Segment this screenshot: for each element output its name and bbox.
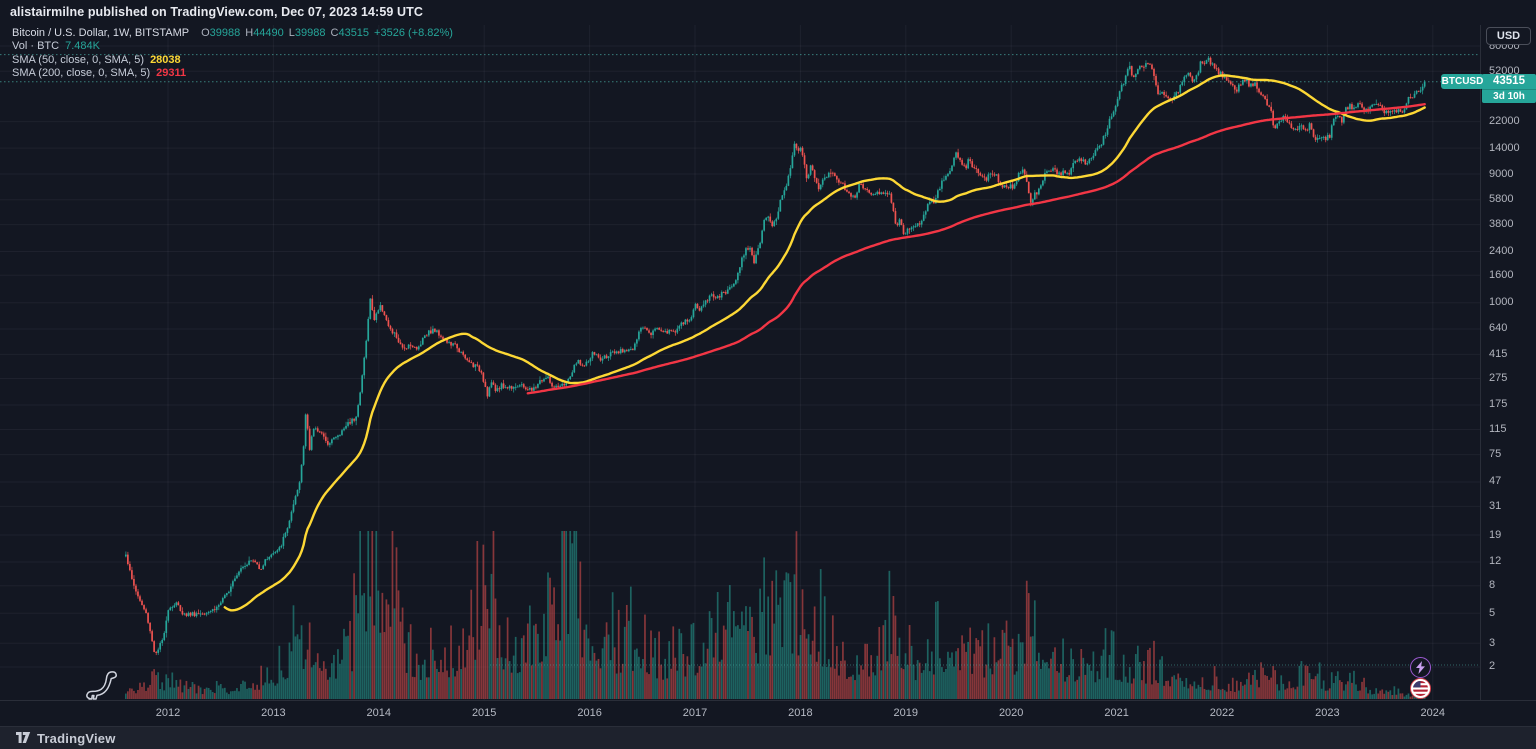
price-tick-label: 22000 xyxy=(1489,115,1520,128)
legend-symbol-row[interactable]: Bitcoin / U.S. Dollar, 1W, BITSTAMP O3998… xyxy=(12,27,453,40)
chart-legend: Bitcoin / U.S. Dollar, 1W, BITSTAMP O3998… xyxy=(12,27,453,81)
price-tick-label: 2400 xyxy=(1489,245,1514,257)
legend-sma50-row[interactable]: SMA (50, close, 0, SMA, 5) 28038 xyxy=(12,54,453,67)
ohlc-key: L xyxy=(288,27,295,39)
year-tick-label: 2013 xyxy=(261,707,286,719)
ohlc-values: O39988 H44490 L39988 C43515 xyxy=(196,27,369,39)
sma50-label: SMA (50, close, 0, SMA, 5) xyxy=(12,53,145,66)
year-tick-label: 2020 xyxy=(998,707,1024,719)
sma200-label: SMA (200, close, 0, SMA, 5) xyxy=(12,67,151,80)
brand-name[interactable]: TradingView xyxy=(37,730,116,746)
price-tick-label: 5 xyxy=(1489,606,1496,619)
symbol-title: Bitcoin / U.S. Dollar, 1W, BITSTAMP xyxy=(12,27,190,39)
last-price-tag: 43515 3d 10h xyxy=(1482,74,1536,104)
ohlc-key: H xyxy=(245,27,254,39)
ohlc-value: 43515 xyxy=(338,27,370,39)
year-tick-label: 2014 xyxy=(366,707,392,719)
price-axis[interactable]: 80000 52000 22000 14000 9000 5800 3800 2400 1600… xyxy=(1480,25,1536,700)
volume-label: Vol · BTC xyxy=(12,40,60,53)
last-price-value: 43515 xyxy=(1493,75,1525,88)
tradingview-logo-icon[interactable] xyxy=(16,732,31,744)
us-flag-event-marker-icon[interactable] xyxy=(1410,678,1431,699)
price-tick-label: 2 xyxy=(1489,660,1496,673)
volume-value: 7.484K xyxy=(65,40,100,53)
price-tick-label: 175 xyxy=(1489,398,1508,411)
year-tick-label: 2021 xyxy=(1104,707,1129,719)
price-tick-label: 3 xyxy=(1489,636,1496,649)
ohlc-value: 39988 xyxy=(209,27,241,39)
price-tick-label: 52000 xyxy=(1489,64,1520,77)
bar-countdown: 3d 10h xyxy=(1482,89,1536,103)
year-tick-label: 2023 xyxy=(1315,707,1340,719)
year-tick-label: 2015 xyxy=(471,707,497,719)
ohlc-value: 44490 xyxy=(253,27,284,39)
price-tick-label: 31 xyxy=(1489,499,1502,512)
year-tick-label: 2016 xyxy=(577,707,602,719)
dino-drawing[interactable] xyxy=(82,668,120,706)
price-tick-label: 1600 xyxy=(1489,268,1514,281)
time-axis[interactable]: 2012 2013 2014 2015 2016 2017 2018 2019 2020 2021… xyxy=(0,700,1536,727)
symbol-price-label: BTCUSD xyxy=(1441,74,1484,90)
price-tick-label: 5800 xyxy=(1489,193,1514,206)
legend-volume-row[interactable]: Vol · BTC 7.484K xyxy=(12,40,453,53)
footer-bar: TradingView xyxy=(0,726,1536,749)
legend-sma200-row[interactable]: SMA (200, close, 0, SMA, 5) 29311 xyxy=(12,67,453,80)
price-tick-label: 275 xyxy=(1489,371,1508,384)
price-tick-label: 640 xyxy=(1489,322,1508,335)
price-tick-label: 8 xyxy=(1489,579,1496,592)
ohlc-key: O xyxy=(201,27,210,39)
price-tick-label: 415 xyxy=(1489,347,1508,360)
price-tick-label: 3800 xyxy=(1489,218,1514,231)
lightning-idea-marker-icon[interactable] xyxy=(1410,657,1431,678)
price-tick-label: 115 xyxy=(1489,423,1507,436)
price-tick-label: 47 xyxy=(1489,475,1502,488)
year-tick-label: 2018 xyxy=(788,707,813,719)
ohlc-value: 39988 xyxy=(294,27,326,39)
year-tick-label: 2024 xyxy=(1420,707,1446,719)
ohlc-key: C xyxy=(330,27,339,39)
price-tick-label: 1000 xyxy=(1489,296,1514,309)
year-tick-label: 2022 xyxy=(1209,707,1235,719)
year-tick-label: 2012 xyxy=(155,707,181,719)
attribution-text: alistairmilne published on TradingView.c… xyxy=(10,5,423,19)
change-value: +3526 (+8.82%) xyxy=(374,27,453,39)
year-tick-label: 2017 xyxy=(682,707,708,719)
currency-usd-button[interactable]: USD xyxy=(1486,27,1531,45)
year-tick-label: 2019 xyxy=(893,707,919,719)
price-tick-label: 9000 xyxy=(1489,167,1514,180)
price-tick-label: 75 xyxy=(1489,448,1502,461)
sma50-value: 28038 xyxy=(150,53,181,66)
sma200-value: 29311 xyxy=(156,67,187,80)
price-tick-label: 14000 xyxy=(1489,141,1520,154)
price-tick-label: 12 xyxy=(1489,555,1502,568)
price-tick-label: 19 xyxy=(1489,528,1502,541)
